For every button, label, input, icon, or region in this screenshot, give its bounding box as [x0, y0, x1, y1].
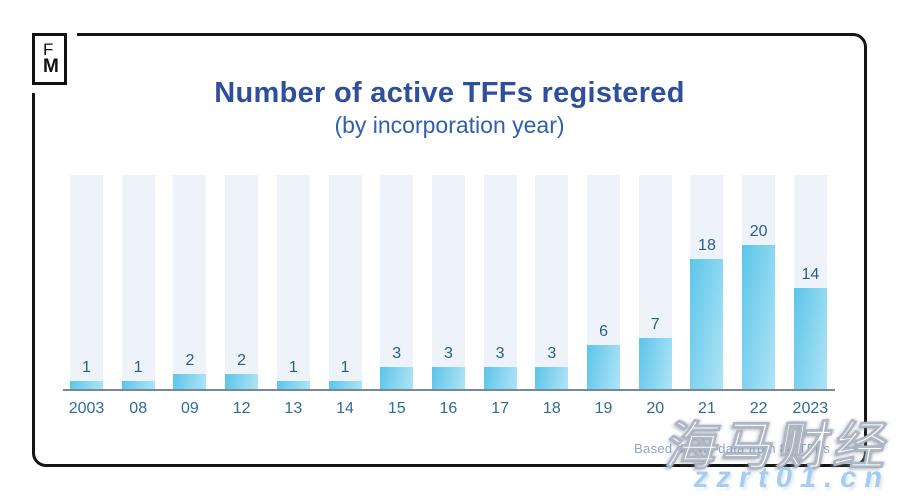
value-label: 3 [547, 345, 557, 362]
bar-12 [225, 374, 259, 389]
chart-column: 3 18 [535, 175, 569, 417]
chart-column: 2 09 [173, 175, 207, 417]
chart-column: 1 13 [276, 175, 310, 417]
watermark-url: zzrt01.cn [691, 462, 893, 494]
bar-19 [587, 345, 621, 389]
x-tick-label: 16 [439, 400, 458, 417]
value-label: 18 [698, 237, 716, 254]
chart-column: 1 14 [328, 175, 362, 417]
x-tick-label: 2003 [68, 400, 105, 417]
logo-letter-m: M [43, 56, 59, 78]
value-label: 1 [340, 359, 350, 376]
bar-2003 [70, 381, 103, 389]
chart-column: 1 2003 [69, 175, 104, 417]
bar-21 [690, 259, 724, 389]
bar-chart: 1 2003 1 08 2 09 2 12 1 13 1 14 3 15 3 16 3 17 3 18 6 19 7 20 18… [69, 175, 828, 417]
value-label: 3 [495, 345, 505, 362]
x-tick-label: 18 [542, 400, 561, 417]
bar-14 [328, 381, 362, 389]
value-label: 2 [185, 352, 195, 369]
frame-border [32, 33, 867, 467]
value-label: 1 [133, 359, 143, 376]
bar-2023 [793, 288, 827, 389]
chart-column: 3 15 [380, 175, 414, 417]
value-label: 14 [801, 266, 820, 283]
x-tick-label: 09 [181, 400, 199, 417]
value-label: 1 [82, 359, 91, 376]
bar-09 [173, 374, 207, 389]
chart-column: 1 08 [121, 175, 155, 417]
bar-17 [483, 367, 517, 389]
chart-title: Number of active TFFs registered [214, 77, 685, 109]
chart-column: 14 2023 [793, 175, 828, 417]
bar-22 [742, 245, 776, 389]
value-label: 20 [749, 223, 768, 240]
x-tick-label: 14 [336, 400, 354, 417]
chart-column: 3 16 [431, 175, 465, 417]
x-tick-label: 19 [594, 400, 613, 417]
value-label: 3 [443, 345, 453, 362]
bar-18 [535, 367, 569, 389]
value-label: 7 [650, 316, 660, 333]
bar-08 [121, 381, 155, 389]
chart-subtitle: (by incorporation year) [334, 112, 565, 138]
chart-column: 2 12 [225, 175, 259, 417]
x-tick-label: 08 [129, 400, 148, 417]
x-tick-label: 20 [646, 400, 665, 417]
x-tick-label: 21 [698, 400, 716, 417]
bar-15 [380, 367, 414, 389]
bar-13 [276, 381, 310, 389]
value-label: 1 [288, 359, 298, 376]
logo-letter-f: F [43, 39, 54, 59]
value-label: 6 [599, 323, 608, 340]
fm-logo: F M [32, 33, 67, 85]
footnote: Based on the data from 84 TFFs [634, 441, 830, 456]
x-tick-label: 22 [749, 400, 768, 417]
value-label: 3 [392, 345, 402, 362]
x-tick-label: 12 [232, 400, 251, 417]
x-tick-label: 15 [387, 400, 406, 417]
chart-column: 3 17 [483, 175, 517, 417]
chart-column: 6 19 [587, 175, 621, 417]
chart-column: 7 20 [638, 175, 672, 417]
bar-16 [431, 367, 465, 389]
x-tick-label: 13 [284, 400, 303, 417]
chart-column: 20 22 [742, 175, 776, 417]
x-tick-label: 2023 [792, 400, 829, 417]
x-axis-line [63, 389, 835, 391]
x-tick-label: 17 [491, 400, 510, 417]
value-label: 2 [237, 352, 247, 369]
chart-column: 18 21 [690, 175, 724, 417]
bar-20 [638, 338, 672, 389]
